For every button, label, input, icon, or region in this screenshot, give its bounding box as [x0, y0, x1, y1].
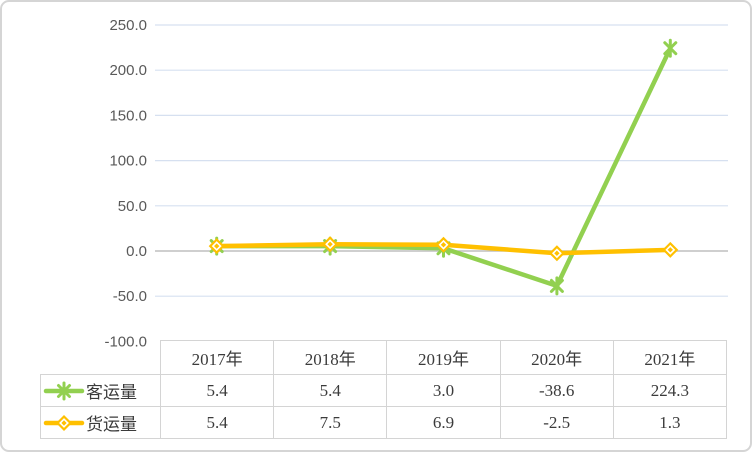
- legend-cell: 客运量: [40, 374, 161, 407]
- series-1-marker-4: [662, 241, 679, 258]
- year-header-cell: 2021年: [612, 340, 728, 375]
- data-table: 2017年 2018年 2019年 2020年 2021年 客运量 5.4 5.4 3.0 -38…: [40, 340, 728, 439]
- legend-marker-1: [56, 414, 72, 431]
- table-row: 货运量 5.4 7.5 6.9 -2.5 1.3: [40, 406, 728, 439]
- value-cell: 7.5: [273, 406, 388, 439]
- legend-cell: 货运量: [40, 406, 161, 439]
- year-header-cell: 2020年: [499, 340, 614, 375]
- value-cell: 5.4: [159, 406, 275, 439]
- value-cell: -2.5: [499, 406, 614, 439]
- value-cell: 3.0: [386, 374, 501, 407]
- value-cell: 1.3: [612, 406, 728, 439]
- legend-marker-0: [57, 381, 71, 400]
- series-1-marker-2: [435, 236, 452, 253]
- star-marker-legend-icon: [43, 381, 85, 400]
- series-1-marker-1: [322, 236, 339, 253]
- y-axis-tick-label: -50.0: [113, 288, 147, 305]
- series-0-marker-4: [663, 38, 678, 58]
- value-cell: 5.4: [159, 374, 275, 407]
- y-axis-tick-label: -100.0: [104, 333, 147, 350]
- year-header-cell: 2018年: [273, 340, 388, 375]
- y-axis-tick-label: 0.0: [126, 243, 147, 260]
- table-corner-spacer: [41, 341, 161, 375]
- series-name-label: 货运量: [86, 415, 137, 434]
- year-header-cell: 2019年: [386, 340, 501, 375]
- y-axis-tick-label: 100.0: [109, 153, 147, 170]
- value-cell: 5.4: [273, 374, 388, 407]
- year-header-cell: 2017年: [159, 340, 275, 375]
- series-0-marker-3: [549, 276, 564, 296]
- value-cell: 224.3: [612, 374, 728, 407]
- series-name-label: 客运量: [86, 383, 137, 402]
- y-axis-tick-label: 50.0: [118, 198, 147, 215]
- series-1-marker-3: [548, 245, 565, 262]
- diamond-marker-legend-icon: [43, 414, 85, 431]
- series-1-marker-0: [208, 238, 225, 255]
- y-axis-tick-label: 150.0: [109, 107, 147, 124]
- table-header-row: 2017年 2018年 2019年 2020年 2021年: [41, 340, 728, 375]
- y-axis-tick-label: 250.0: [109, 17, 147, 34]
- value-cell: -38.6: [499, 374, 614, 407]
- value-cell: 6.9: [386, 406, 501, 439]
- y-axis-tick-label: 200.0: [109, 62, 147, 79]
- table-row: 客运量 5.4 5.4 3.0 -38.6 224.3: [40, 374, 728, 407]
